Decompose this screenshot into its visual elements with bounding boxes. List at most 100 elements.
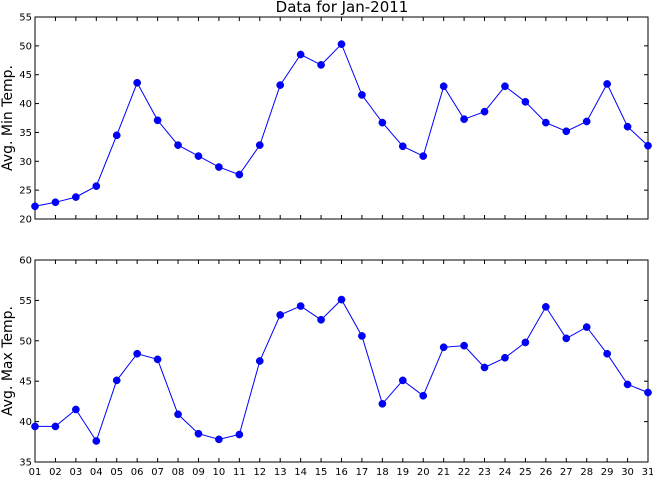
max-xtick-label: 27 <box>560 467 573 477</box>
max-xtick-label: 17 <box>356 467 369 477</box>
max-ytick-label: 40 <box>19 417 32 428</box>
min-data-point <box>276 81 285 89</box>
max-ytick-label: 60 <box>19 256 32 267</box>
max-xtick-label: 10 <box>213 467 226 477</box>
max-data-point <box>460 341 468 350</box>
max-data-point <box>215 435 223 444</box>
max-plot-frame <box>34 259 649 463</box>
max-xtick-label: 18 <box>376 467 389 477</box>
max-data-point <box>582 323 591 331</box>
max-xtick-label: 03 <box>69 467 82 477</box>
max-xtick-label: 07 <box>151 467 164 477</box>
max-data-point <box>72 405 80 414</box>
max-data-point <box>276 311 285 319</box>
max-data-point <box>501 353 509 362</box>
max-xtick-label: 05 <box>110 467 123 477</box>
max-xtick-label: 04 <box>90 467 103 477</box>
max-xtick-label: 25 <box>519 467 532 477</box>
max-data-point <box>480 363 489 372</box>
min-data-point <box>562 127 571 136</box>
max-ytick-label: 45 <box>19 377 32 388</box>
min-data-point <box>603 80 611 88</box>
max-xtick-label: 14 <box>294 467 307 477</box>
max-xtick-label: 13 <box>274 467 287 477</box>
min-ytick-label: 55 <box>19 13 32 24</box>
min-data-point <box>31 202 39 211</box>
max-xtick-label: 01 <box>29 467 42 477</box>
max-xtick-label: 12 <box>253 467 266 477</box>
max-xtick-label: 30 <box>621 467 634 477</box>
max-xtick-label: 21 <box>437 467 450 477</box>
max-xtick-label: 08 <box>172 467 185 477</box>
max-data-point <box>398 376 407 385</box>
min-data-point <box>92 182 101 190</box>
min-ytick-label: 35 <box>19 128 32 139</box>
max-data-point <box>317 315 325 324</box>
min-data-point <box>398 142 407 151</box>
max-ytick-label: 50 <box>19 336 32 347</box>
min-ytick-label: 20 <box>19 215 32 226</box>
max-data-point <box>358 332 366 340</box>
min-data-point <box>317 61 325 69</box>
min-ytick-label: 50 <box>19 41 32 52</box>
min-data-point <box>644 141 652 150</box>
min-data-point <box>337 40 346 48</box>
min-data-point <box>480 107 489 116</box>
max-xtick-label: 11 <box>233 467 246 477</box>
max-data-point <box>562 334 571 343</box>
max-data-point <box>378 399 387 408</box>
max-data-point <box>31 422 39 431</box>
min-temp-panel: 20 25 30 35 40 45 50 55 Avg. Min Temp. <box>0 13 652 226</box>
chart-title: Data for Jan-2011 <box>276 0 409 16</box>
max-ytick-label: 35 <box>19 458 32 469</box>
max-xtick-label: 16 <box>335 467 348 477</box>
max-y-axis-label: Avg. Max Temp. <box>0 306 16 416</box>
min-data-point <box>174 141 182 149</box>
max-xtick-label: 26 <box>539 467 552 477</box>
max-xtick-label: 02 <box>49 467 62 477</box>
max-xtick-label: 15 <box>315 467 328 477</box>
max-data-point <box>92 437 101 445</box>
max-xtick-label: 24 <box>499 467 512 477</box>
min-data-point <box>255 141 264 149</box>
max-temp-panel: 35 40 45 50 55 60 01 02 03 04 05 06 07 08 09 10 11 12 13 14… <box>0 256 653 477</box>
max-xtick-label: 23 <box>478 467 491 477</box>
max-xtick-label: 06 <box>131 467 144 477</box>
min-data-point <box>112 131 121 140</box>
min-data-point <box>501 82 509 91</box>
min-ytick-label: 25 <box>19 186 32 197</box>
min-ytick-label: 40 <box>19 99 32 110</box>
min-data-point <box>215 163 223 171</box>
max-data-point <box>255 357 264 365</box>
max-xtick-label: 22 <box>458 467 471 477</box>
max-data-point <box>439 343 448 352</box>
max-data-point <box>419 391 428 400</box>
min-data-point <box>541 118 550 127</box>
min-data-point <box>358 91 366 99</box>
max-data-point <box>541 303 550 311</box>
max-data-point <box>112 376 121 385</box>
min-data-point <box>51 198 60 207</box>
min-data-point <box>235 170 244 179</box>
max-ytick-label: 55 <box>19 296 32 307</box>
max-xtick-label: 20 <box>417 467 430 477</box>
max-data-point <box>194 429 203 438</box>
min-y-axis-label: Avg. Min Temp. <box>0 65 16 171</box>
min-data-point <box>194 152 203 160</box>
max-data-point <box>174 410 182 419</box>
min-data-point <box>439 82 448 91</box>
max-xtick-label: 29 <box>601 467 614 477</box>
max-data-point <box>51 422 60 431</box>
min-data-point <box>460 115 468 124</box>
max-data-point <box>623 380 632 389</box>
min-data-point <box>378 118 387 127</box>
min-data-point <box>419 152 428 160</box>
min-data-point <box>521 97 530 106</box>
min-data-point <box>296 50 305 59</box>
max-data-point <box>644 388 652 397</box>
max-xtick-label: 28 <box>580 467 593 477</box>
min-data-point <box>133 78 142 87</box>
min-plot-frame <box>34 16 649 220</box>
max-xtick-label: 31 <box>642 467 653 477</box>
